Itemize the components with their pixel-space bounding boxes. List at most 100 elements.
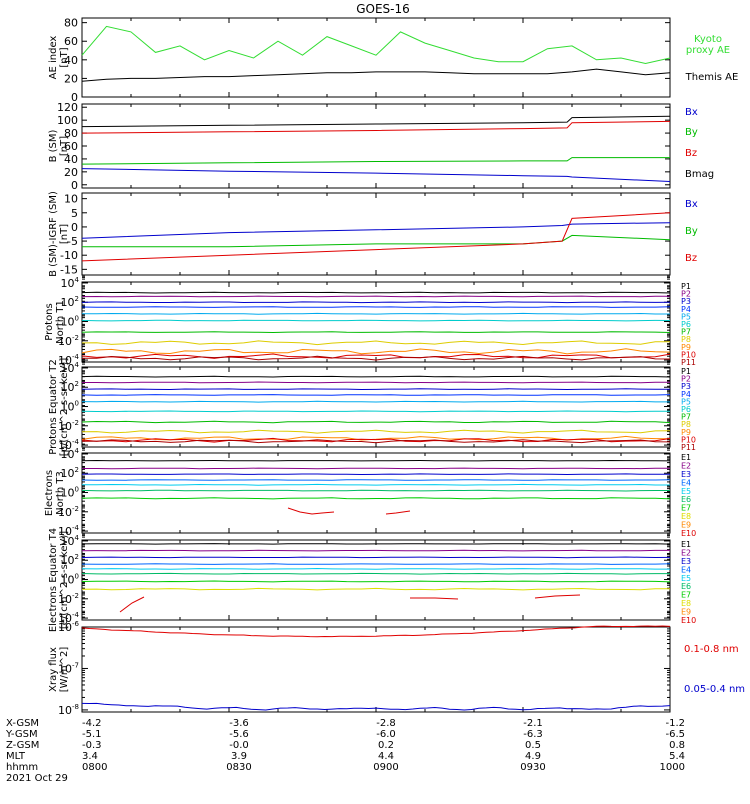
tick-base: 10 [61, 448, 75, 461]
tick-exponent: -2 [72, 334, 79, 342]
x-row-label: Y-GSM [5, 729, 38, 740]
series-line-e7 [82, 581, 670, 582]
x-column-value: 3.9 [231, 751, 247, 762]
legend-by: By [685, 127, 698, 138]
tick-base: 10 [61, 316, 75, 329]
series-segment [120, 597, 144, 612]
y-axis-label-line: B (SM) [48, 129, 59, 162]
panel-4: ProtonsNorth T110410210010-210-4P1P2P3P4… [44, 276, 696, 367]
tick-base: 10 [58, 506, 72, 519]
tick-base: 10 [61, 296, 75, 309]
series-segment [288, 508, 334, 514]
tick-base: 10 [61, 381, 75, 394]
x-column-value: -5.6 [229, 729, 249, 740]
y-tick-label: 102 [61, 295, 79, 309]
legend-bz: Bz [685, 148, 697, 159]
y-tick-label: 10-2 [58, 334, 79, 348]
x-column-value: 4.4 [378, 751, 394, 762]
panel-5: Protons Equator T2[p/(cm^2-s-sr-keV)]104… [48, 358, 696, 457]
y-tick-label: 10-2 [58, 505, 79, 519]
legend-bz: Bz [685, 253, 697, 264]
legend-bx: Bx [685, 199, 698, 210]
series-line-p6 [82, 320, 670, 321]
tick-base: 10 [58, 621, 72, 634]
x-column-value: 0.5 [525, 740, 541, 751]
panel-frame [82, 453, 670, 533]
series-line-p5 [82, 401, 670, 402]
series-line-e2 [82, 550, 670, 551]
y-tick-label: 40 [64, 153, 78, 166]
series-line-e7 [82, 498, 670, 499]
y-axis-label-line: Protons [44, 303, 55, 340]
x-column-value: 5.4 [669, 751, 685, 762]
series-line-p2 [82, 382, 670, 383]
y-tick-label: 100 [61, 573, 79, 587]
x-row-label: X-GSM [6, 718, 39, 729]
x-axis-table: X-GSMY-GSMZ-GSMMLThhmm-4.2-5.1-0.33.4080… [5, 718, 685, 784]
y-tick-label: 10 [64, 193, 78, 206]
x-column-value: -5.1 [82, 729, 102, 740]
x-column-value: -6.0 [376, 729, 396, 740]
y-tick-label: 120 [57, 101, 78, 114]
y-tick-label: 102 [61, 380, 79, 394]
x-column-value: 0800 [82, 762, 107, 773]
legend-xray-long: 0.1-0.8 nm [684, 644, 739, 655]
y-tick-label: 20 [64, 166, 78, 179]
series-line-e6 [82, 573, 670, 574]
tick-base: 10 [58, 704, 72, 717]
series-line-e8 [82, 588, 670, 590]
series-line-kyoto-proxy-ae [82, 26, 670, 63]
y-tick-label: 80 [64, 17, 78, 30]
x-column-value: -4.2 [82, 718, 102, 729]
x-column-value: 0900 [373, 762, 398, 773]
y-tick-label: 20 [64, 72, 78, 85]
y-tick-label: -10 [60, 249, 78, 262]
x-column-value: 3.4 [82, 751, 98, 762]
tick-base: 10 [61, 467, 75, 480]
legend-line: Kyoto [694, 34, 722, 45]
y-tick-label: 0 [71, 221, 78, 234]
tick-exponent: 4 [75, 361, 80, 369]
series-line-p5 [82, 313, 670, 314]
tick-exponent: 0 [75, 486, 79, 494]
tick-base: 10 [61, 574, 75, 587]
x-column-value: 0830 [226, 762, 251, 773]
y-tick-label: 100 [61, 486, 79, 500]
x-column-value: -2.1 [523, 718, 543, 729]
series-line-e1 [82, 544, 670, 545]
tick-base: 10 [61, 554, 75, 567]
tick-exponent: 4 [75, 276, 80, 284]
y-tick-label: 60 [64, 35, 78, 48]
series-line-p3 [82, 389, 670, 390]
tick-exponent: 0 [75, 573, 79, 581]
series-segment [386, 511, 410, 514]
legend-xray-short: 0.05-0.4 nm [684, 684, 745, 695]
tick-base: 10 [58, 420, 72, 433]
panel-frame [82, 627, 670, 712]
x-column-value: 0.2 [378, 740, 394, 751]
legend-p11: P11 [681, 443, 696, 452]
series-line-p4 [82, 395, 670, 396]
panel-frame [82, 282, 670, 362]
tick-exponent: 2 [75, 295, 79, 303]
x-column-value: -0.0 [229, 740, 249, 751]
series-line-p7 [82, 421, 670, 423]
legend-p11: P11 [681, 358, 696, 367]
series-line-e4 [82, 480, 670, 481]
series-line-p8 [82, 341, 670, 345]
x-row-label: Z-GSM [6, 740, 39, 751]
y-tick-label: 100 [61, 315, 79, 329]
series-line-e3 [82, 557, 670, 558]
panel-8: Xray flux[W/m^2]10-610-710-80.1-0.8 nm0.… [48, 620, 745, 717]
legend-by: By [685, 226, 698, 237]
y-tick-label: 100 [61, 400, 79, 414]
panel-frame [82, 367, 670, 447]
x-column-value: 1000 [660, 762, 685, 773]
x-column-value: -3.6 [229, 718, 249, 729]
series-line-p3 [82, 302, 670, 303]
panel-7: Electrons Equator T4[e/(cm^2-s-sr-keV)]1… [48, 528, 696, 632]
series-line-p4 [82, 307, 670, 308]
x-column-value: -6.5 [665, 729, 685, 740]
